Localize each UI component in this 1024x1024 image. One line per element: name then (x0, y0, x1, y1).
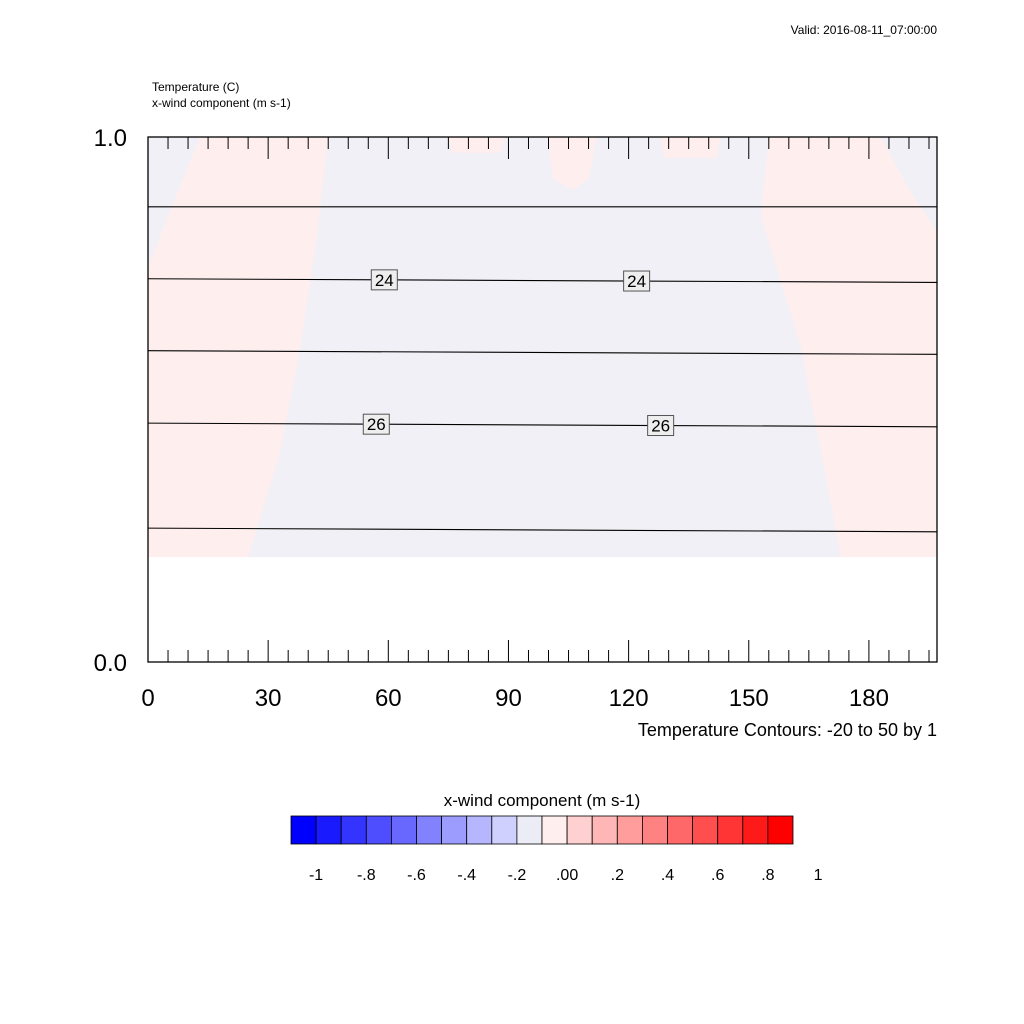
colorbar-label: .2 (611, 867, 624, 884)
colorbar-label: .6 (711, 867, 724, 884)
colorbar-label: -.4 (457, 867, 476, 884)
x-tick-label: 60 (375, 685, 402, 712)
colorbar-swatch (717, 815, 744, 845)
contour-label-box (623, 270, 651, 292)
x-tick-label: 180 (849, 685, 889, 712)
field-title-temperature: Temperature (C) (152, 80, 239, 94)
valid-time-label: Valid: 2016-08-11_07:00:00 (791, 23, 938, 37)
colorbar-label: -.6 (407, 867, 426, 884)
colorbar-swatch (466, 815, 493, 845)
temperature-contour-26 (147, 422, 938, 428)
colorbar-label: .8 (761, 867, 774, 884)
xwind-region-2 (448, 137, 505, 153)
x-tick-label: 0 (141, 685, 154, 712)
field-title-xwind: x-wind component (m s-1) (152, 96, 291, 110)
contour-label-box (362, 413, 390, 435)
colorbar-swatch (616, 815, 643, 845)
contour-label: 24 (627, 272, 646, 291)
colorbar-swatch (365, 815, 392, 845)
colorbar-title: x-wind component (m s-1) (444, 791, 641, 810)
colorbar-label: -.8 (357, 867, 376, 884)
temperature-contour-24 (147, 278, 938, 283)
colorbar-swatch (767, 815, 794, 845)
colorbar-swatch (290, 815, 317, 845)
y-tick-label: 0.0 (94, 650, 127, 677)
colorbar-swatch (642, 815, 668, 845)
xwind-region-4 (660, 137, 721, 158)
colorbar-label: -.2 (508, 867, 527, 884)
colorbar-swatch (315, 815, 342, 845)
colorbar-swatch (416, 815, 443, 845)
x-tick-label: 30 (255, 685, 282, 712)
colorbar-swatch (667, 815, 694, 845)
colorbar-swatch (516, 815, 543, 845)
contour-label-box (370, 269, 398, 291)
colorbar: -1 -.8 -.6 -.4 -.2 .00 .2 .4 .6 .8 1 (290, 815, 823, 884)
colorbar-label: .00 (556, 867, 578, 884)
xwind-region-1 (760, 137, 937, 557)
contour-info-label: Temperature Contours: -20 to 50 by 1 (638, 720, 937, 740)
x-tick-label: 120 (609, 685, 649, 712)
colorbar-swatch (692, 815, 719, 845)
colorbar-swatch (491, 815, 518, 845)
xwind-region-3 (548, 137, 597, 190)
colorbar-label: .4 (661, 867, 674, 884)
colorbar-swatch (742, 815, 769, 845)
contour-label: 26 (651, 417, 670, 436)
colorbar-label: 1 (814, 867, 823, 884)
colorbar-label: -1 (309, 867, 323, 884)
contour-label: 24 (375, 271, 394, 290)
axes: 0 30 60 90 120 150 180 0.0 1.0 (94, 125, 938, 712)
colorbar-swatch (541, 815, 568, 845)
plot-frame (147, 136, 938, 663)
xwind-region-0 (148, 137, 329, 557)
temperature-contour-27 (147, 527, 938, 533)
x-tick-label: 90 (495, 685, 522, 712)
temperature-contour-25 (147, 350, 938, 355)
y-tick-label: 1.0 (94, 125, 127, 152)
plot-area: 24 24 26 26 (147, 137, 938, 557)
colorbar-swatch (441, 815, 468, 845)
contour-label: 26 (367, 415, 386, 434)
colorbar-swatch (340, 815, 367, 845)
x-tick-label: 150 (729, 685, 769, 712)
colorbar-swatch (390, 815, 417, 845)
colorbar-swatch (566, 815, 593, 845)
colorbar-swatch (591, 815, 618, 845)
contour-label-box (647, 415, 675, 437)
